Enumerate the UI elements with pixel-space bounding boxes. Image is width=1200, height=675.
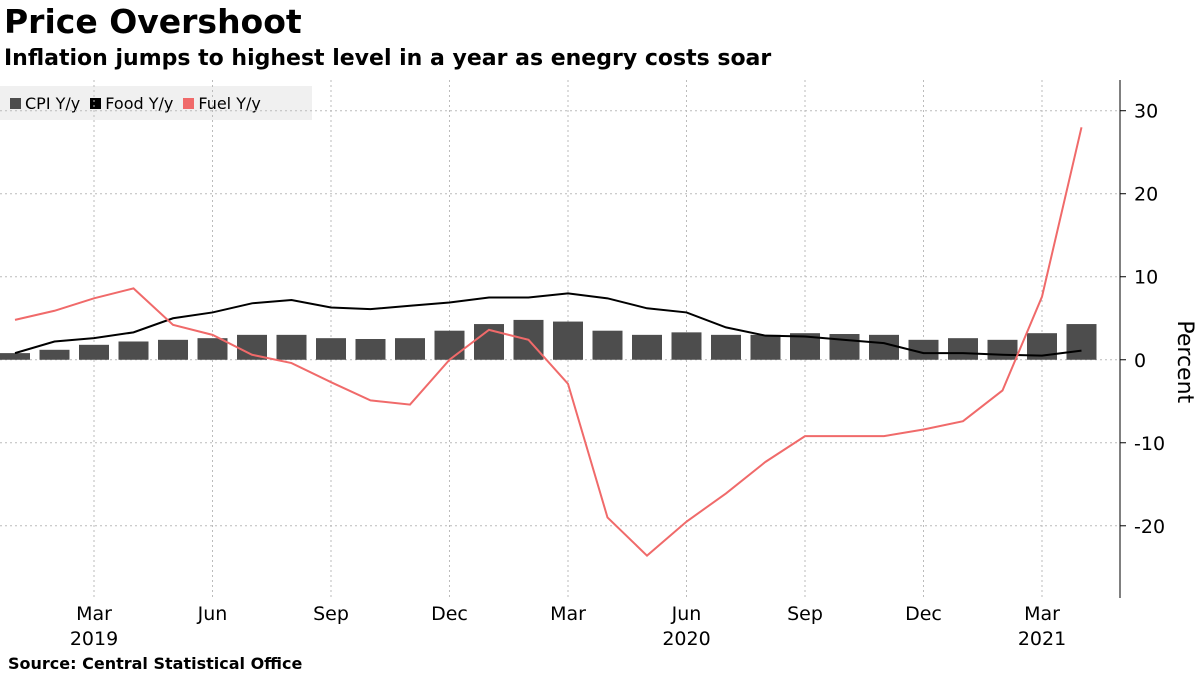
x-tick-label: Dec [431,603,468,625]
legend-label: CPI Y/y [25,93,81,113]
cpi-bar [711,334,741,360]
food-line [14,292,1082,357]
legend-item-food: Food Y/y [90,94,173,113]
fuel-line [14,127,1083,558]
x-year-label: 2019 [70,628,118,650]
legend-swatch [90,97,102,109]
legend-swatch [183,97,195,109]
cpi-bar [948,338,978,360]
cpi-bar [276,334,307,360]
cpi-bar [908,339,939,360]
legend-label: Fuel Y/y [198,93,261,113]
cpi-bar [553,321,583,360]
x-tick-label: Sep [787,603,823,625]
source-note: Source: Central Statistical Office [8,654,303,673]
cpi-bar [0,353,30,360]
cpi-bar [829,334,860,360]
legend-label: Food Y/y [105,93,174,113]
y-tick-label: 30 [1134,101,1158,123]
cpi-bar [316,338,346,360]
legend-item-cpi: CPI Y/y [10,94,80,113]
cpi-bar [592,330,623,360]
y-tick-label: 20 [1134,184,1158,206]
y-tick-label: 0 [1134,350,1146,372]
x-year-label: 2021 [1018,628,1066,650]
legend-item-fuel: Fuel Y/y [183,93,261,113]
legend-swatch [10,97,21,109]
cpi-bar [197,338,228,360]
chart-subtitle: Inflation jumps to highest level in a ye… [4,46,772,71]
x-tick-label: Mar [76,603,112,625]
x-tick-label: Mar [1024,603,1060,625]
x-tick-label: Jun [197,603,228,625]
x-tick-label: Dec [905,603,942,625]
cpi-bar [395,338,425,360]
cpi-bar [79,344,109,360]
cpi-bar [869,334,899,360]
x-tick-label: Jun [671,603,702,625]
cpi-bar [987,339,1018,360]
y-axis-label: Percent [1172,320,1197,403]
legend: CPI Y/y Food Y/y Fuel Y/y [0,86,312,120]
chart-title: Price Overshoot [4,2,302,41]
cpi-bar [671,332,702,360]
y-tick-label: -20 [1134,516,1165,538]
cpi-bar [1066,324,1097,360]
cpi-bar [39,349,70,360]
cpi-bar [355,339,386,360]
cpi-bar [118,341,149,360]
x-tick-label: Mar [550,603,586,625]
y-tick-label: 10 [1134,267,1158,289]
cpi-bar [434,330,465,360]
x-year-label: 2020 [662,628,710,650]
cpi-bar [750,334,781,360]
x-tick-label: Sep [313,603,349,625]
cpi-bar [158,339,188,360]
y-tick-label: -10 [1134,433,1165,455]
cpi-bar [632,334,662,360]
